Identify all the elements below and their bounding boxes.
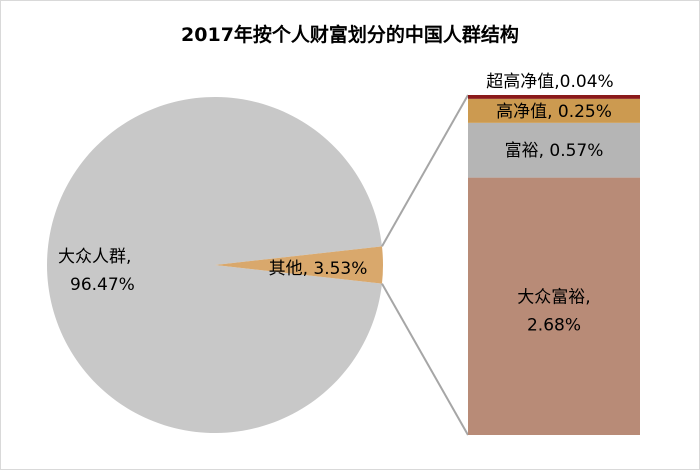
breakdown-segment	[468, 95, 640, 99]
pie-label-other: 其他, 3.53%	[269, 259, 368, 279]
connector-lines	[381, 94, 469, 436]
breakdown-label-ultra-high-net-worth: 超高净值,0.04%	[486, 72, 613, 92]
breakdown-bar	[468, 95, 640, 435]
pie-label-mass: 大众人群,	[58, 247, 131, 267]
breakdown-label-high-net-worth: 高净值, 0.25%	[496, 102, 612, 122]
connector-line-top	[381, 94, 469, 247]
pie-layer	[46, 96, 383, 433]
breakdown-value-mass-affluent: 2.68%	[527, 315, 581, 335]
connector-line-bottom	[381, 283, 469, 436]
breakdown-segment	[468, 98, 640, 123]
label-layer: 大众人群, 96.47% 其他, 3.53% 大众富裕, 2.68% 富裕, 0.57% 高…	[58, 72, 614, 335]
breakdown-label-affluent: 富裕, 0.57%	[505, 141, 604, 161]
pie-slice-mass	[46, 96, 382, 433]
breakdown-label-mass-affluent: 大众富裕,	[517, 287, 590, 307]
pie-value-mass: 96.47%	[70, 275, 135, 295]
breakdown-segment	[468, 177, 640, 435]
pie-slice-other	[215, 246, 383, 284]
chart-title: 2017年按个人财富划分的中国人群结构	[181, 24, 519, 46]
breakdown-segment	[468, 122, 640, 178]
